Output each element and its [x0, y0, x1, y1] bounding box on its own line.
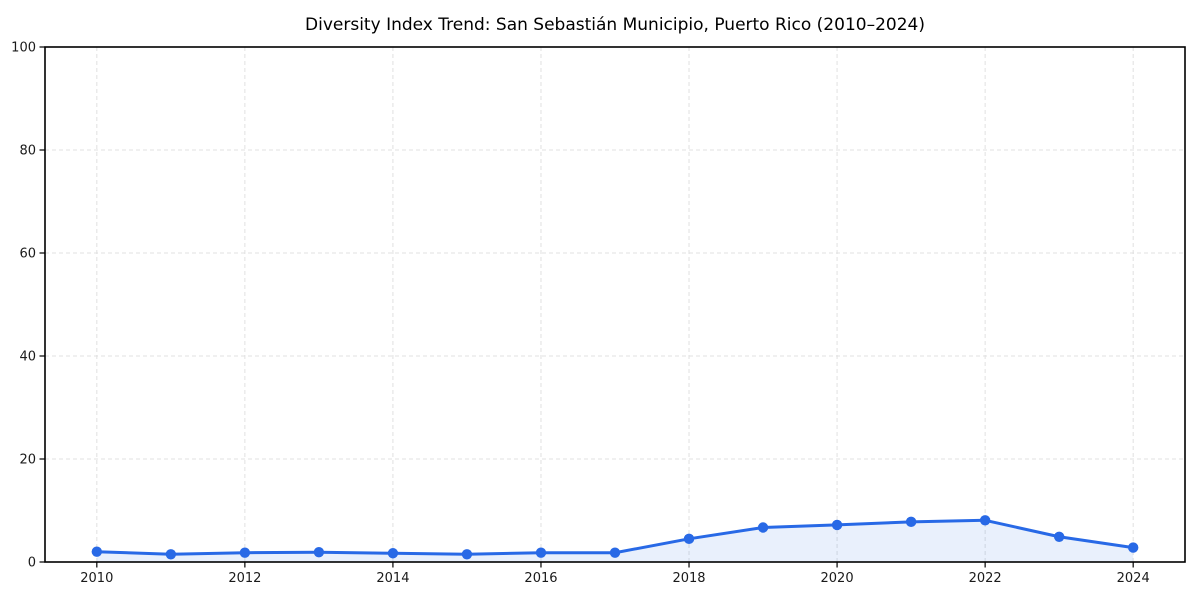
series-area: [96, 520, 1134, 562]
y-tick-label: 100: [11, 41, 36, 56]
x-tick-label: 2010: [80, 571, 113, 586]
data-point-marker: [239, 547, 251, 558]
data-point-marker: [757, 522, 769, 533]
plot-border: [44, 46, 1186, 563]
x-tick-label: 2014: [376, 571, 409, 586]
y-tick-label: 40: [19, 350, 36, 365]
data-point-marker: [535, 547, 547, 558]
y-tick-label: 0: [28, 556, 36, 571]
data-point-marker: [905, 516, 917, 528]
data-point-marker: [387, 548, 399, 559]
x-tick-label: 2020: [821, 571, 854, 586]
x-tick-label: 2024: [1117, 571, 1150, 586]
x-tick-label: 2012: [228, 571, 261, 586]
x-tick-label: 2016: [524, 571, 557, 586]
data-point-marker: [979, 515, 991, 526]
data-point-marker: [165, 549, 177, 560]
data-point-marker: [461, 549, 473, 560]
chart-title: Diversity Index Trend: San Sebastián Mun…: [305, 15, 925, 35]
data-point-marker: [313, 547, 325, 558]
data-point-marker: [1053, 531, 1065, 542]
y-tick-label: 80: [19, 144, 36, 159]
data-point-marker: [683, 533, 695, 545]
data-point-marker: [1127, 542, 1139, 553]
y-tick-label: 60: [19, 247, 36, 262]
x-tick-label: 2018: [672, 571, 705, 586]
y-tick-label: 20: [19, 453, 36, 468]
data-point-marker: [831, 519, 843, 531]
x-tick-label: 2022: [969, 571, 1002, 586]
data-point-marker: [91, 546, 103, 557]
data-point-marker: [609, 547, 621, 558]
